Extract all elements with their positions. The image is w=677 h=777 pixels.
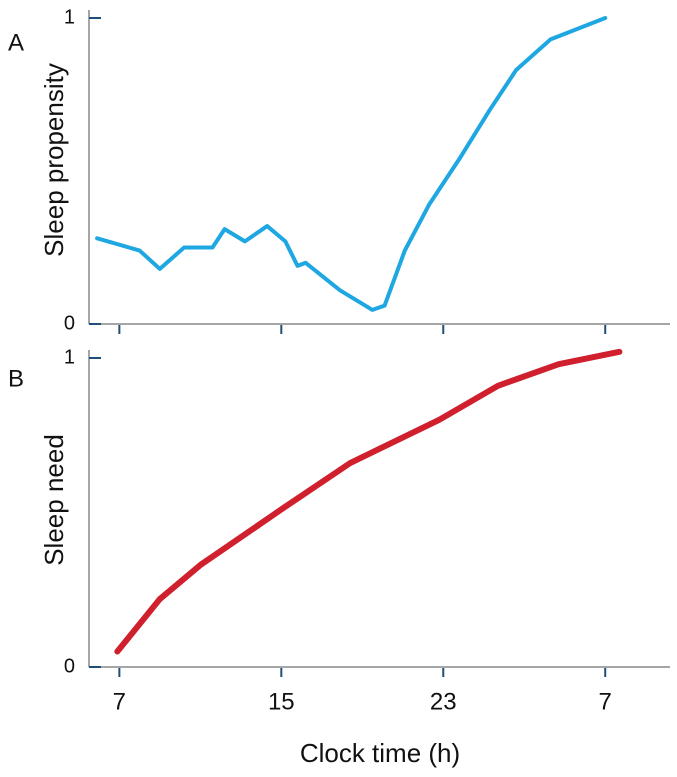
y-tick-label: 1 bbox=[64, 6, 75, 28]
y-axis-label: Sleep need bbox=[39, 434, 69, 566]
panel-label: A bbox=[8, 29, 24, 56]
panel-label: B bbox=[8, 365, 24, 392]
x-tick-label: 15 bbox=[268, 688, 295, 715]
y-axis-label: Sleep propensity bbox=[39, 63, 69, 257]
y-tick-label: 1 bbox=[64, 346, 75, 368]
y-tick-label: 0 bbox=[64, 655, 75, 677]
x-tick-label: 7 bbox=[599, 688, 612, 715]
y-tick-label: 0 bbox=[64, 312, 75, 334]
x-tick-label: 23 bbox=[430, 688, 457, 715]
x-axis-label: Clock time (h) bbox=[300, 738, 460, 768]
data-line bbox=[95, 16, 608, 312]
data-line bbox=[114, 348, 623, 655]
x-tick-label: 7 bbox=[113, 688, 126, 715]
